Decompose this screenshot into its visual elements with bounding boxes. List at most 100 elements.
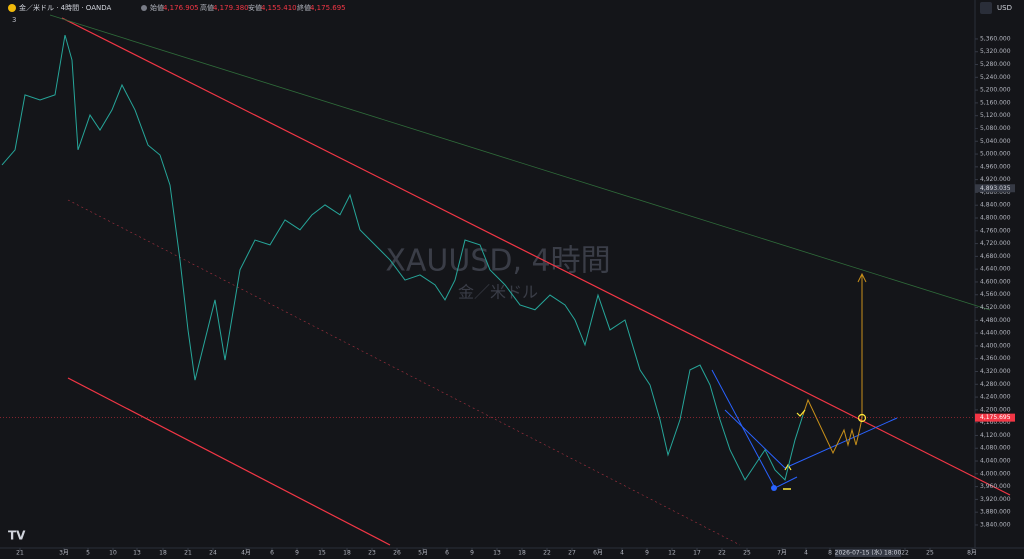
last-price-label: 4,175.695 bbox=[980, 414, 1011, 421]
x-tick-label: 10 bbox=[109, 550, 117, 557]
y-tick-label: 4,640.000 bbox=[980, 266, 1011, 273]
x-tick-label: 22 bbox=[718, 550, 726, 557]
target-circle bbox=[857, 413, 867, 423]
x-tick-label: 6 bbox=[445, 550, 449, 557]
watermark: XAUUSD, 4時間 bbox=[385, 244, 610, 279]
header: 金／米ドル · 4時間 · OANDA 始値 4,176.905 高値 4,17… bbox=[8, 2, 1012, 543]
symbol-icon bbox=[8, 4, 16, 12]
x-tick-label: 9 bbox=[645, 550, 649, 557]
y-tick-label: 5,360.000 bbox=[980, 35, 1011, 42]
last-price-box bbox=[975, 413, 1015, 422]
x-tick-label: 21 bbox=[184, 550, 192, 557]
close-label: 終値 bbox=[297, 3, 311, 12]
trendline-green bbox=[49, 14, 991, 311]
y-tick-label: 4,920.000 bbox=[980, 176, 1011, 183]
market-icon bbox=[141, 5, 147, 11]
currency[interactable]: USD bbox=[997, 4, 1012, 12]
y-tick-label: 3,880.000 bbox=[980, 509, 1011, 516]
x-tick-label: 8月 bbox=[967, 550, 977, 557]
x-tick-label: 25 bbox=[743, 550, 751, 557]
y-tick-label: 4,600.000 bbox=[980, 278, 1011, 285]
crosshair-x-box bbox=[835, 549, 901, 557]
y-tick-label: 4,000.000 bbox=[980, 470, 1011, 477]
y-tick-label: 5,160.000 bbox=[980, 99, 1011, 106]
x-tick-label: 5 bbox=[86, 550, 90, 557]
y-tick-label: 4,560.000 bbox=[980, 291, 1011, 298]
x-tick-label: 4 bbox=[620, 550, 624, 557]
x-tick-label: 15 bbox=[318, 550, 326, 557]
x-tick-label: 24 bbox=[209, 550, 217, 557]
x-tick-label: 6月 bbox=[593, 550, 603, 557]
x-tick-label: 25 bbox=[926, 550, 934, 557]
x-tick-label: 4 bbox=[804, 550, 808, 557]
y-tick-label: 4,880.000 bbox=[980, 189, 1011, 196]
y-tick-label: 4,320.000 bbox=[980, 368, 1011, 375]
high-label: 高値 bbox=[200, 3, 214, 12]
projection bbox=[802, 275, 863, 455]
symbol[interactable]: 金／米ドル · 4時間 · OANDA bbox=[19, 3, 111, 12]
x-tick-label: 6 bbox=[270, 550, 274, 557]
x-tick-label: 26 bbox=[393, 550, 401, 557]
y-tick-label: 4,760.000 bbox=[980, 227, 1011, 234]
pattern-blue-2 bbox=[724, 409, 898, 469]
y-tick-label: 5,240.000 bbox=[980, 74, 1011, 81]
x-tick-label: 18 bbox=[343, 550, 351, 557]
open-label: 始値 bbox=[150, 3, 164, 12]
high: 4,179.380 bbox=[213, 4, 249, 12]
price-line bbox=[1, 34, 804, 481]
low-label: 安値 bbox=[248, 3, 262, 12]
crosshair-y-box bbox=[975, 184, 1015, 193]
y-tick-label: 4,360.000 bbox=[980, 355, 1011, 362]
trendline-lower bbox=[67, 377, 391, 546]
low-marker bbox=[771, 485, 777, 491]
reset-button[interactable] bbox=[980, 2, 992, 14]
y-tick-label: 5,200.000 bbox=[980, 87, 1011, 94]
x-tick-label: 12 bbox=[668, 550, 676, 557]
arrow-head bbox=[857, 272, 867, 283]
trendline-upper bbox=[61, 17, 1011, 496]
y-tick-label: 4,680.000 bbox=[980, 253, 1011, 260]
indicator-count[interactable]: 3 bbox=[12, 16, 16, 24]
low: 4,155.410 bbox=[261, 4, 297, 12]
y-tick-label: 4,040.000 bbox=[980, 458, 1011, 465]
x-tick-label: 3月 bbox=[59, 550, 69, 557]
x-tick-label: 23 bbox=[368, 550, 376, 557]
x-tick-label: 18 bbox=[159, 550, 167, 557]
x-tick-label: 9 bbox=[295, 550, 299, 557]
y-tick-label: 5,040.000 bbox=[980, 138, 1011, 145]
x-tick-label: 21 bbox=[16, 550, 24, 557]
y-tick-label: 4,800.000 bbox=[980, 215, 1011, 222]
open: 4,176.905 bbox=[163, 4, 199, 12]
x-tick-label: 13 bbox=[493, 550, 501, 557]
watermark-sub: 金／米ドル bbox=[458, 283, 538, 302]
y-tick-label: 5,120.000 bbox=[980, 112, 1011, 119]
crosshair-y-label: 4,893.035 bbox=[980, 185, 1011, 192]
y-tick-label: 4,840.000 bbox=[980, 202, 1011, 209]
logo: TV bbox=[8, 529, 26, 543]
y-tick-label: 5,000.000 bbox=[980, 151, 1011, 158]
x-tick-label: 9 bbox=[470, 550, 474, 557]
y-tick-label: 5,320.000 bbox=[980, 48, 1011, 55]
x-tick-label: 7月 bbox=[777, 550, 787, 557]
y-tick-label: 4,520.000 bbox=[980, 304, 1011, 311]
y-tick-label: 4,280.000 bbox=[980, 381, 1011, 388]
y-tick-label: 4,960.000 bbox=[980, 163, 1011, 170]
close: 4,175.695 bbox=[310, 4, 346, 12]
y-tick-label: 4,240.000 bbox=[980, 394, 1011, 401]
x-tick-label: 17 bbox=[693, 550, 701, 557]
y-tick-label: 5,280.000 bbox=[980, 61, 1011, 68]
y-tick-label: 3,840.000 bbox=[980, 521, 1011, 528]
y-tick-label: 3,960.000 bbox=[980, 483, 1011, 490]
y-tick-label: 4,480.000 bbox=[980, 317, 1011, 324]
x-tick-label: 5月 bbox=[418, 550, 428, 557]
y-tick-label: 4,400.000 bbox=[980, 342, 1011, 349]
y-tick-label: 4,440.000 bbox=[980, 330, 1011, 337]
x-tick-label: 13 bbox=[133, 550, 141, 557]
x-tick-label: 22 bbox=[543, 550, 551, 557]
y-tick-label: 4,080.000 bbox=[980, 445, 1011, 452]
x-tick-label: 18 bbox=[518, 550, 526, 557]
mark-check bbox=[796, 409, 806, 417]
y-tick-label: 3,920.000 bbox=[980, 496, 1011, 503]
